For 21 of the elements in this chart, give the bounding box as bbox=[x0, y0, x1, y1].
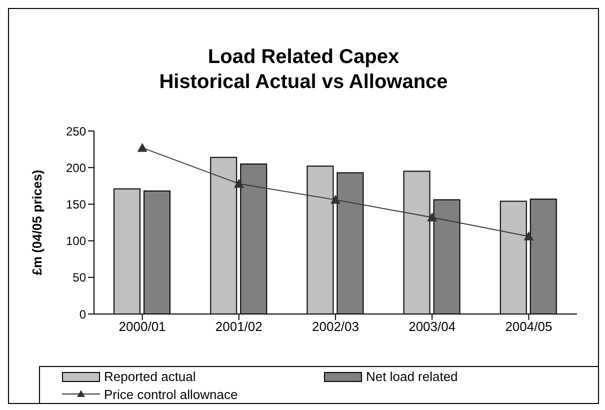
point bbox=[524, 231, 534, 240]
point bbox=[137, 142, 148, 152]
point bbox=[234, 178, 244, 188]
y-axis-title: £m (04/05 prices) bbox=[30, 170, 45, 276]
y-tick-label: 100 bbox=[66, 234, 86, 248]
x-tick-label: 2003/04 bbox=[408, 319, 456, 334]
legend-label: Net load related bbox=[366, 369, 458, 384]
x-tick-label: 2001/02 bbox=[215, 319, 262, 334]
y-tick-label: 200 bbox=[66, 160, 86, 175]
y-tick-label: 150 bbox=[66, 197, 86, 212]
y-tick-label: 0 bbox=[79, 307, 86, 322]
y-tick-label: 50 bbox=[72, 270, 86, 285]
y-tick-label: 250 bbox=[66, 124, 86, 138]
point bbox=[427, 212, 438, 222]
x-tick-label: 2000/01 bbox=[118, 319, 166, 334]
point bbox=[330, 194, 340, 204]
chart-title: Load Related Capex Historical Actual vs Allowance bbox=[158, 45, 449, 95]
x-tick-label: 2002/03 bbox=[312, 319, 359, 334]
legend-label: Price control allownace bbox=[104, 386, 238, 402]
legend-label: Reported actual bbox=[104, 369, 196, 384]
x-tick-label: 2004/05 bbox=[505, 319, 552, 334]
